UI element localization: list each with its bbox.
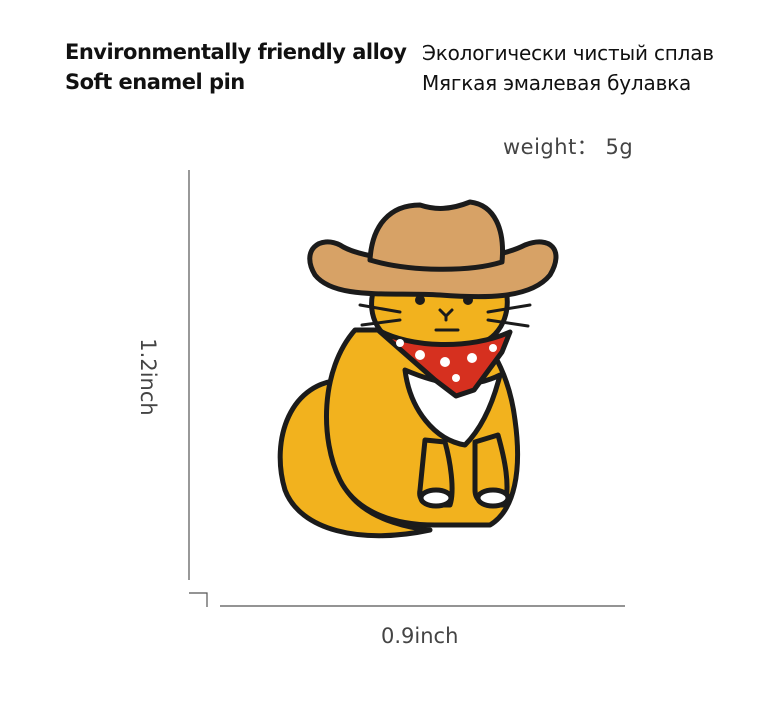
cat-right-paw: [475, 487, 511, 509]
feature-ru-enamel: Мягкая эмалевая булавка: [422, 71, 692, 95]
cat-left-paw: [418, 487, 454, 509]
feature-ru-alloy: Экологически чистый сплав: [422, 41, 714, 65]
width-label: 0.9inch: [381, 624, 459, 648]
cowboy-cat-pin: [277, 199, 559, 539]
feature-en-enamel: Soft enamel pin: [65, 70, 245, 94]
feature-en-alloy: Environmentally friendly alloy: [65, 40, 407, 64]
height-label: 1.2inch: [136, 338, 160, 416]
corner-mark: [189, 592, 208, 607]
hat-crown: [367, 199, 506, 272]
weight-label: weight： 5g: [503, 135, 634, 159]
